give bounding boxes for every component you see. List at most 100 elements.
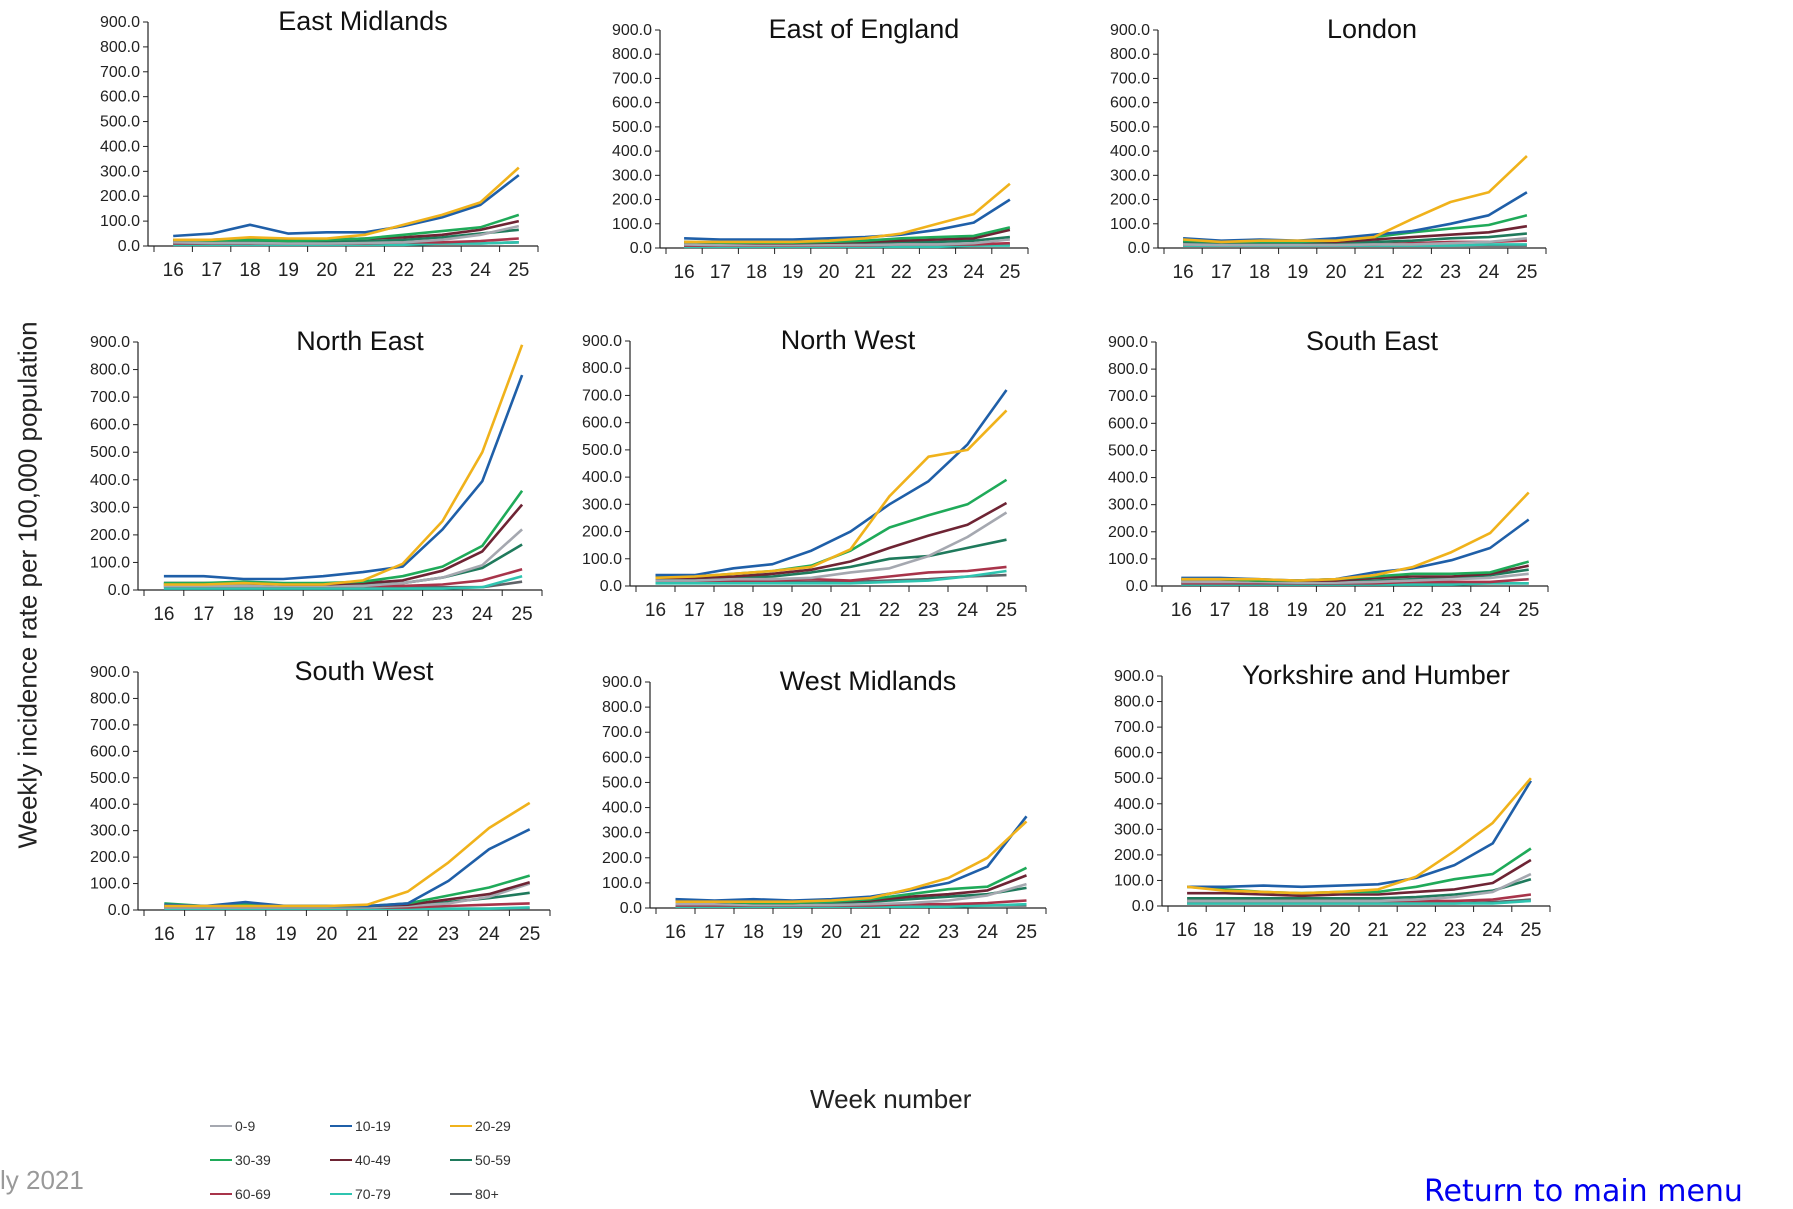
y-tick-label: 600.0 xyxy=(90,743,130,760)
x-tick-label: 20 xyxy=(821,922,842,943)
x-tick-label: 19 xyxy=(1291,920,1312,941)
legend-swatch xyxy=(210,1125,232,1127)
chart-title: South West xyxy=(294,656,434,686)
y-tick-label: 600.0 xyxy=(1114,745,1154,762)
chart-panel: 0.0 100.0 200.0 300.0 400.0 500.0 600.0 700.0 80… xyxy=(1110,14,1547,283)
series-line-40-49 xyxy=(164,880,531,908)
y-tick-label: 300.0 xyxy=(1108,497,1148,514)
series-line-0-9 xyxy=(163,528,523,588)
x-tick-label: 22 xyxy=(397,924,418,945)
series-line-10-19 xyxy=(1187,780,1533,889)
return-to-main-menu-link[interactable]: Return to main menu xyxy=(1424,1174,1743,1209)
series-line-10-19 xyxy=(163,374,524,581)
y-tick-label: 100.0 xyxy=(1114,872,1154,889)
y-tick-label: 100.0 xyxy=(1108,551,1148,568)
y-tick-label: 600.0 xyxy=(1110,95,1150,112)
x-tick-label: 18 xyxy=(233,604,254,625)
x-tick-label: 19 xyxy=(273,604,294,625)
y-tick-label: 400.0 xyxy=(90,472,130,489)
y-tick-label: 700.0 xyxy=(1108,388,1148,405)
legend: 0-9 10-19 20-29 30-39 40-49 50-59 60-69 70-79 80… xyxy=(210,1118,570,1208)
x-tick-label: 20 xyxy=(1325,262,1346,283)
x-tick-label: 19 xyxy=(782,922,803,943)
chart-title: South East xyxy=(1306,326,1439,356)
x-axis-label: Week number xyxy=(810,1084,972,1114)
series-line-0-9 xyxy=(164,882,531,909)
x-tick-label: 25 xyxy=(1516,262,1537,283)
legend-label: 0-9 xyxy=(235,1118,256,1134)
y-tick-label: 900.0 xyxy=(612,22,652,39)
x-tick-label: 21 xyxy=(840,600,861,621)
x-tick-label: 24 xyxy=(1482,920,1504,941)
y-tick-label: 200.0 xyxy=(612,192,652,209)
series-line-0-9 xyxy=(655,511,1008,582)
y-tick-label: 200.0 xyxy=(1114,847,1154,864)
chart-panel: 0.0 100.0 200.0 300.0 400.0 500.0 600.0 700.0 80… xyxy=(582,325,1027,621)
legend-label: 40-49 xyxy=(355,1152,391,1168)
series-line-30-39 xyxy=(164,874,531,908)
x-tick-label: 24 xyxy=(479,924,501,945)
x-tick-label: 24 xyxy=(963,262,985,283)
legend-swatch xyxy=(210,1159,232,1161)
y-tick-label: 500.0 xyxy=(612,119,652,136)
chart-panel: 0.0 100.0 200.0 300.0 400.0 500.0 600.0 700.0 80… xyxy=(90,326,543,625)
y-tick-label: 600.0 xyxy=(1108,415,1148,432)
y-tick-label: 800.0 xyxy=(612,46,652,63)
x-tick-label: 23 xyxy=(1440,262,1461,283)
x-tick-label: 16 xyxy=(645,600,666,621)
y-tick-label: 800.0 xyxy=(1114,694,1154,711)
y-tick-label: 300.0 xyxy=(582,496,622,513)
x-tick-label: 20 xyxy=(316,924,337,945)
legend-swatch xyxy=(450,1159,472,1161)
y-tick-label: 800.0 xyxy=(582,360,622,377)
y-tick-label: 600.0 xyxy=(582,415,622,432)
y-tick-label: 500.0 xyxy=(1114,770,1154,787)
y-tick-label: 400.0 xyxy=(612,143,652,160)
series-line-20-29 xyxy=(655,409,1008,580)
y-tick-label: 400.0 xyxy=(90,796,130,813)
y-tick-label: 900.0 xyxy=(1114,668,1154,685)
x-tick-label: 25 xyxy=(996,600,1017,621)
x-tick-label: 20 xyxy=(1329,920,1350,941)
y-tick-label: 900.0 xyxy=(1110,22,1150,39)
y-tick-label: 900.0 xyxy=(602,674,642,691)
x-tick-label: 21 xyxy=(855,262,876,283)
y-tick-label: 800.0 xyxy=(90,362,130,379)
y-tick-label: 100.0 xyxy=(90,554,130,571)
y-tick-label: 500.0 xyxy=(90,770,130,787)
y-tick-label: 300.0 xyxy=(90,823,130,840)
legend-label: 70-79 xyxy=(355,1186,391,1202)
y-tick-label: 700.0 xyxy=(100,64,140,81)
x-tick-label: 17 xyxy=(201,260,222,281)
y-tick-label: 200.0 xyxy=(1110,192,1150,209)
series-line-0-9 xyxy=(1183,237,1528,247)
legend-item: 10-19 xyxy=(330,1118,391,1134)
legend-item: 50-59 xyxy=(450,1152,511,1168)
y-tick-label: 300.0 xyxy=(1110,167,1150,184)
y-tick-label: 0.0 xyxy=(118,238,140,255)
x-tick-label: 22 xyxy=(899,922,920,943)
x-tick-label: 18 xyxy=(1248,600,1269,621)
x-tick-label: 23 xyxy=(927,262,948,283)
y-tick-label: 500.0 xyxy=(1108,442,1148,459)
series-line-50-59 xyxy=(655,538,1007,581)
y-tick-label: 500.0 xyxy=(602,774,642,791)
x-tick-label: 16 xyxy=(665,922,686,943)
x-tick-label: 25 xyxy=(512,604,533,625)
legend-swatch xyxy=(330,1193,352,1195)
x-tick-label: 19 xyxy=(278,260,299,281)
x-tick-label: 22 xyxy=(1406,920,1427,941)
legend-label: 10-19 xyxy=(355,1118,391,1134)
y-tick-label: 700.0 xyxy=(1114,719,1154,736)
x-tick-label: 21 xyxy=(860,922,881,943)
y-tick-label: 700.0 xyxy=(90,389,130,406)
x-tick-label: 19 xyxy=(1287,262,1308,283)
x-tick-label: 20 xyxy=(316,260,337,281)
series-line-0-9 xyxy=(675,882,1027,907)
legend-label: 50-59 xyxy=(475,1152,511,1168)
series-line-10-19 xyxy=(655,389,1008,577)
x-tick-label: 23 xyxy=(1444,920,1465,941)
y-tick-label: 900.0 xyxy=(1108,334,1148,351)
footer-date: ly 2021 xyxy=(0,1165,84,1195)
